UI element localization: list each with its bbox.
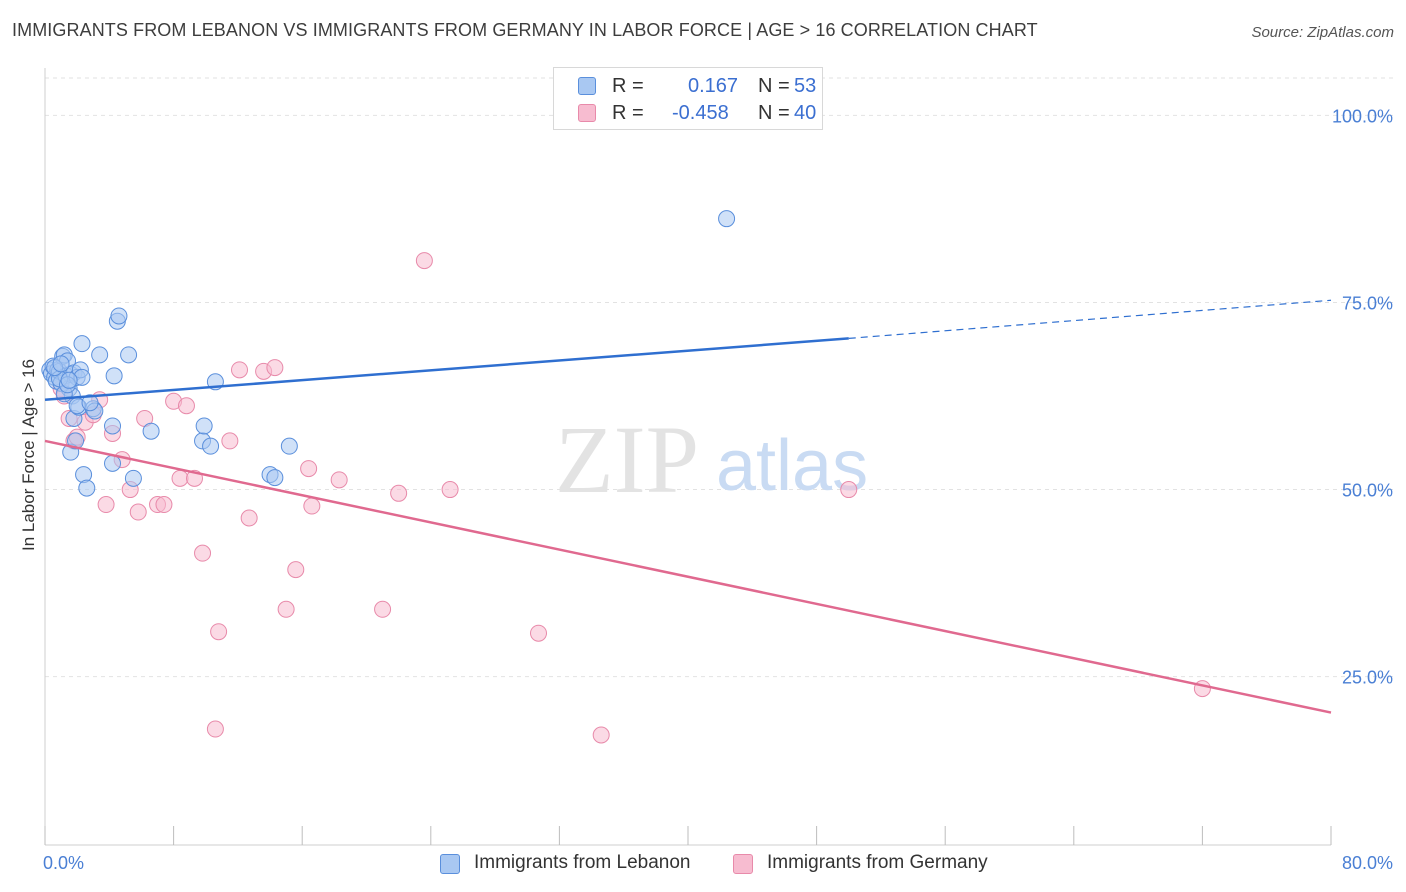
germany-point xyxy=(277,600,295,618)
germany-point xyxy=(194,544,212,562)
axes xyxy=(44,68,1332,846)
lebanon-point xyxy=(110,307,128,325)
y-tick-label: 100.0% xyxy=(1332,106,1393,126)
germany-point xyxy=(266,359,284,377)
y-axis-title: In Labor Force | Age > 16 xyxy=(19,359,38,551)
correlation-legend: R = 0.167 N = 53 R = -0.458 N = 40 xyxy=(553,67,823,130)
lebanon-point xyxy=(124,469,142,487)
chart-source: Source: ZipAtlas.com xyxy=(1251,24,1394,41)
x-tick-label-min: 0.0% xyxy=(43,853,84,873)
legend-r-value: 0.167 xyxy=(688,75,739,97)
bottom-legend-lebanon-label: Immigrants from Lebanon xyxy=(474,852,691,873)
x-tick-label-max: 80.0% xyxy=(1342,853,1393,873)
germany-point xyxy=(155,496,173,514)
lebanon-point xyxy=(78,479,96,497)
germany-point xyxy=(287,561,305,579)
lebanon-point xyxy=(105,367,123,385)
lebanon-point xyxy=(195,417,213,435)
germany-point xyxy=(374,600,392,618)
germany-point xyxy=(390,484,408,502)
chart-title: IMMIGRANTS FROM LEBANON VS IMMIGRANTS FR… xyxy=(12,20,1038,40)
lebanon-point xyxy=(202,437,220,455)
watermark-zip: ZIP xyxy=(555,406,699,513)
germany-point xyxy=(330,471,348,489)
lebanon-point xyxy=(280,437,298,455)
lebanon-swatch xyxy=(578,77,596,95)
y-tick-label: 75.0% xyxy=(1342,293,1393,313)
legend-n-value: 40 xyxy=(794,102,817,124)
lebanon-point xyxy=(120,346,138,364)
axis-labels: 25.0% 50.0% 75.0% 100.0% 0.0% 80.0% In Labor F… xyxy=(19,106,1393,873)
lebanon-swatch xyxy=(440,854,460,874)
germany-swatch xyxy=(578,104,596,122)
lebanon-point xyxy=(81,394,99,412)
lebanon-point xyxy=(104,417,122,435)
legend-r-value: -0.458 xyxy=(672,102,729,124)
legend-r-label: R = xyxy=(612,75,644,97)
lebanon-point xyxy=(67,432,85,450)
germany-point xyxy=(171,469,189,487)
legend-n-label: N = xyxy=(758,75,790,97)
lebanon-point xyxy=(142,422,160,440)
legend-n-label: N = xyxy=(758,102,790,124)
lebanon-point xyxy=(73,335,91,353)
lebanon-point xyxy=(718,210,736,228)
lebanon-point xyxy=(266,469,284,487)
germany-point xyxy=(441,481,459,499)
lebanon-point xyxy=(104,454,122,472)
lebanon-point xyxy=(60,371,78,389)
trend-lines xyxy=(44,299,1332,714)
germany-point xyxy=(129,503,147,521)
germany-point xyxy=(240,509,258,527)
germany-swatch xyxy=(733,854,753,874)
lebanon-points xyxy=(41,210,736,497)
watermark: ZIP atlas xyxy=(555,406,868,513)
germany-point xyxy=(303,497,321,515)
germany-point xyxy=(592,726,610,744)
lebanon-trend-extension xyxy=(848,299,1332,340)
y-tick-label: 25.0% xyxy=(1342,668,1393,688)
gridlines xyxy=(45,77,1393,678)
legend-r-label: R = xyxy=(612,102,644,124)
legend-n-value: 53 xyxy=(794,75,817,97)
bottom-legend-germany-label: Immigrants from Germany xyxy=(767,852,988,873)
germany-point xyxy=(206,720,224,738)
germany-point xyxy=(177,397,195,415)
germany-point xyxy=(530,624,548,642)
germany-point xyxy=(210,623,228,641)
lebanon-trend-line xyxy=(44,337,849,402)
lebanon-point xyxy=(91,346,109,364)
germany-point xyxy=(415,252,433,270)
y-tick-label: 50.0% xyxy=(1342,481,1393,501)
germany-point xyxy=(840,481,858,499)
lebanon-point xyxy=(52,355,70,373)
germany-point xyxy=(221,432,239,450)
germany-point xyxy=(231,361,249,379)
germany-point xyxy=(97,496,115,514)
germany-point xyxy=(300,460,318,478)
germany-trend-line xyxy=(44,439,1332,714)
